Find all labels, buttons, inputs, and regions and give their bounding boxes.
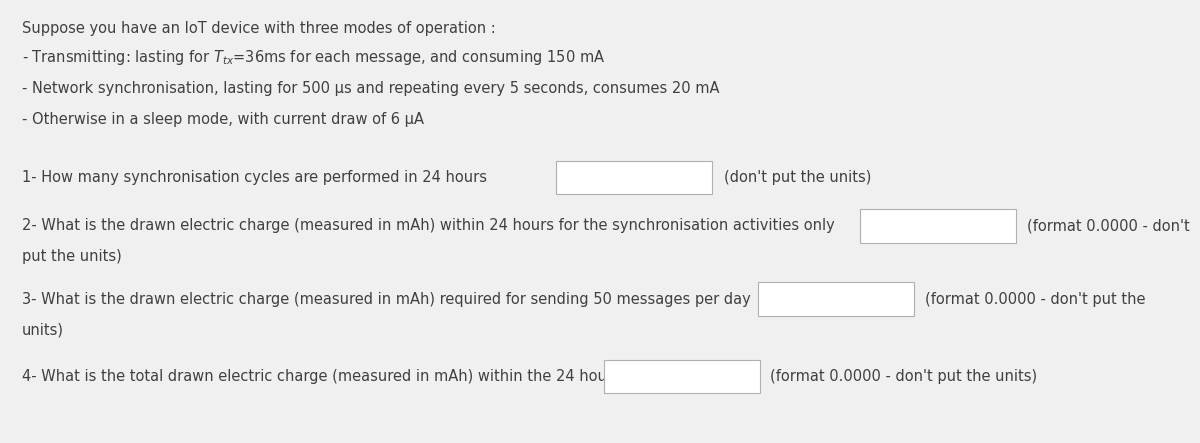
Text: 1- How many synchronisation cycles are performed in 24 hours: 1- How many synchronisation cycles are p…: [22, 170, 487, 185]
Text: - Network synchronisation, lasting for 500 μs and repeating every 5 seconds, con: - Network synchronisation, lasting for 5…: [22, 81, 719, 96]
FancyBboxPatch shape: [758, 283, 914, 315]
Text: Suppose you have an IoT device with three modes of operation :: Suppose you have an IoT device with thre…: [22, 21, 496, 36]
Text: 4- What is the total drawn electric charge (measured in mAh) within the 24 hours: 4- What is the total drawn electric char…: [22, 369, 620, 384]
Text: units): units): [22, 323, 64, 338]
Text: put the units): put the units): [22, 249, 121, 264]
Text: (format 0.0000 - don't put the units): (format 0.0000 - don't put the units): [770, 369, 1038, 384]
FancyBboxPatch shape: [556, 161, 712, 194]
Text: (format 0.0000 - don't put the: (format 0.0000 - don't put the: [925, 291, 1146, 307]
FancyBboxPatch shape: [604, 360, 760, 393]
Text: (don't put the units): (don't put the units): [724, 170, 871, 185]
Text: - Otherwise in a sleep mode, with current draw of 6 μA: - Otherwise in a sleep mode, with curren…: [22, 112, 424, 127]
Text: - Transmitting: lasting for $T_{tx}$=36ms for each message, and consuming 150 mA: - Transmitting: lasting for $T_{tx}$=36m…: [22, 48, 605, 67]
FancyBboxPatch shape: [860, 210, 1016, 243]
Text: 3- What is the drawn electric charge (measured in mAh) required for sending 50 m: 3- What is the drawn electric charge (me…: [22, 291, 750, 307]
Text: (format 0.0000 - don't: (format 0.0000 - don't: [1027, 218, 1190, 233]
Text: 2- What is the drawn electric charge (measured in mAh) within 24 hours for the s: 2- What is the drawn electric charge (me…: [22, 218, 834, 233]
